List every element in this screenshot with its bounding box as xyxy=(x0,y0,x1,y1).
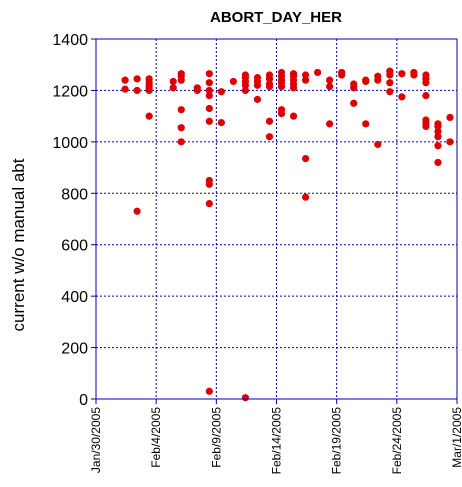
data-point-67 xyxy=(314,68,322,77)
data-point-62 xyxy=(289,112,298,120)
data-point-93 xyxy=(422,91,430,100)
data-point-63 xyxy=(301,71,310,79)
data-point-15 xyxy=(177,76,185,84)
x-tick-label-4: Feb/19/2005 xyxy=(330,407,344,475)
data-point-81 xyxy=(374,140,382,149)
data-point-49 xyxy=(265,133,274,141)
data-point-80 xyxy=(374,76,382,84)
data-point-4 xyxy=(133,207,141,215)
data-point-3 xyxy=(133,86,141,95)
x-tick-label-2: Feb/9/2005 xyxy=(209,407,223,468)
data-point-101 xyxy=(434,142,442,150)
chart-title: ABORT_DAY_HER xyxy=(210,9,342,26)
data-point-92 xyxy=(422,79,430,87)
data-point-83 xyxy=(386,71,394,79)
y-tick-label-2: 400 xyxy=(61,289,88,306)
data-point-29 xyxy=(205,199,213,208)
y-tick-label-5: 1000 xyxy=(52,135,88,152)
data-point-99 xyxy=(434,127,442,136)
data-point-39 xyxy=(241,394,250,402)
data-point-72 xyxy=(338,71,346,79)
grid-lines xyxy=(96,39,457,399)
data-point-30 xyxy=(205,387,213,395)
data-points xyxy=(121,67,454,402)
data-point-0 xyxy=(121,76,129,84)
x-tick-label-6: Mar/1/2005 xyxy=(450,407,462,468)
x-tick-label-1: Feb/4/2005 xyxy=(149,407,163,468)
data-point-102 xyxy=(434,158,442,167)
data-point-48 xyxy=(265,117,274,125)
data-point-65 xyxy=(301,154,310,163)
data-point-23 xyxy=(205,86,213,95)
y-axis-ticks: 0 200 400 600 800 1000 1200 1400 xyxy=(52,32,96,409)
data-point-86 xyxy=(398,70,406,78)
data-point-104 xyxy=(446,138,454,146)
data-point-74 xyxy=(350,84,358,92)
data-point-25 xyxy=(205,104,213,113)
data-point-28 xyxy=(205,180,213,188)
data-point-64 xyxy=(301,76,310,84)
data-point-31 xyxy=(217,88,225,96)
data-point-22 xyxy=(205,79,213,87)
data-point-1 xyxy=(121,85,129,93)
data-point-38 xyxy=(241,86,250,95)
data-point-17 xyxy=(177,124,185,132)
y-tick-label-7: 1400 xyxy=(52,32,88,49)
data-point-85 xyxy=(386,88,394,96)
data-point-11 xyxy=(169,77,177,86)
y-tick-label-4: 800 xyxy=(61,186,88,203)
data-point-61 xyxy=(289,84,298,92)
data-point-45 xyxy=(265,75,274,83)
data-point-21 xyxy=(205,70,213,78)
data-point-75 xyxy=(350,99,358,107)
data-point-26 xyxy=(205,117,213,125)
data-point-32 xyxy=(217,118,225,127)
data-point-18 xyxy=(177,138,185,146)
data-point-16 xyxy=(177,106,185,114)
data-point-10 xyxy=(145,112,153,120)
data-point-77 xyxy=(362,77,370,86)
data-point-68 xyxy=(326,76,334,84)
y-tick-label-6: 1200 xyxy=(52,83,88,100)
data-point-69 xyxy=(326,82,334,91)
data-point-37 xyxy=(241,81,250,89)
data-point-70 xyxy=(326,120,334,128)
data-point-33 xyxy=(229,77,237,86)
y-tick-label-1: 200 xyxy=(61,341,88,358)
data-point-20 xyxy=(193,86,201,95)
data-point-89 xyxy=(410,71,418,79)
data-point-78 xyxy=(362,120,370,128)
y-tick-label-0: 0 xyxy=(79,392,88,409)
y-axis-label: current w/o manual abt xyxy=(9,158,28,331)
x-tick-label-5: Feb/24/2005 xyxy=(390,407,404,475)
plot-frame xyxy=(95,38,458,400)
data-point-66 xyxy=(301,193,310,201)
data-point-9 xyxy=(145,86,153,95)
data-point-54 xyxy=(277,82,286,91)
x-axis-ticks: Jan/30/2005 Feb/4/2005 Feb/9/2005 Feb/14/20… xyxy=(89,399,462,474)
data-point-87 xyxy=(398,93,406,101)
data-point-100 xyxy=(434,133,442,141)
data-point-84 xyxy=(386,79,394,87)
x-tick-label-0: Jan/30/2005 xyxy=(89,407,103,473)
data-point-47 xyxy=(265,82,274,91)
data-point-12 xyxy=(169,84,177,92)
data-point-56 xyxy=(277,109,286,118)
y-tick-label-3: 600 xyxy=(61,238,88,255)
data-point-43 xyxy=(253,95,262,104)
x-tick-label-3: Feb/14/2005 xyxy=(270,407,284,475)
data-point-103 xyxy=(446,113,454,122)
data-point-98 xyxy=(434,122,442,131)
data-point-24 xyxy=(205,91,213,100)
data-point-96 xyxy=(422,122,430,131)
data-point-2 xyxy=(133,75,141,83)
data-point-42 xyxy=(253,81,262,89)
